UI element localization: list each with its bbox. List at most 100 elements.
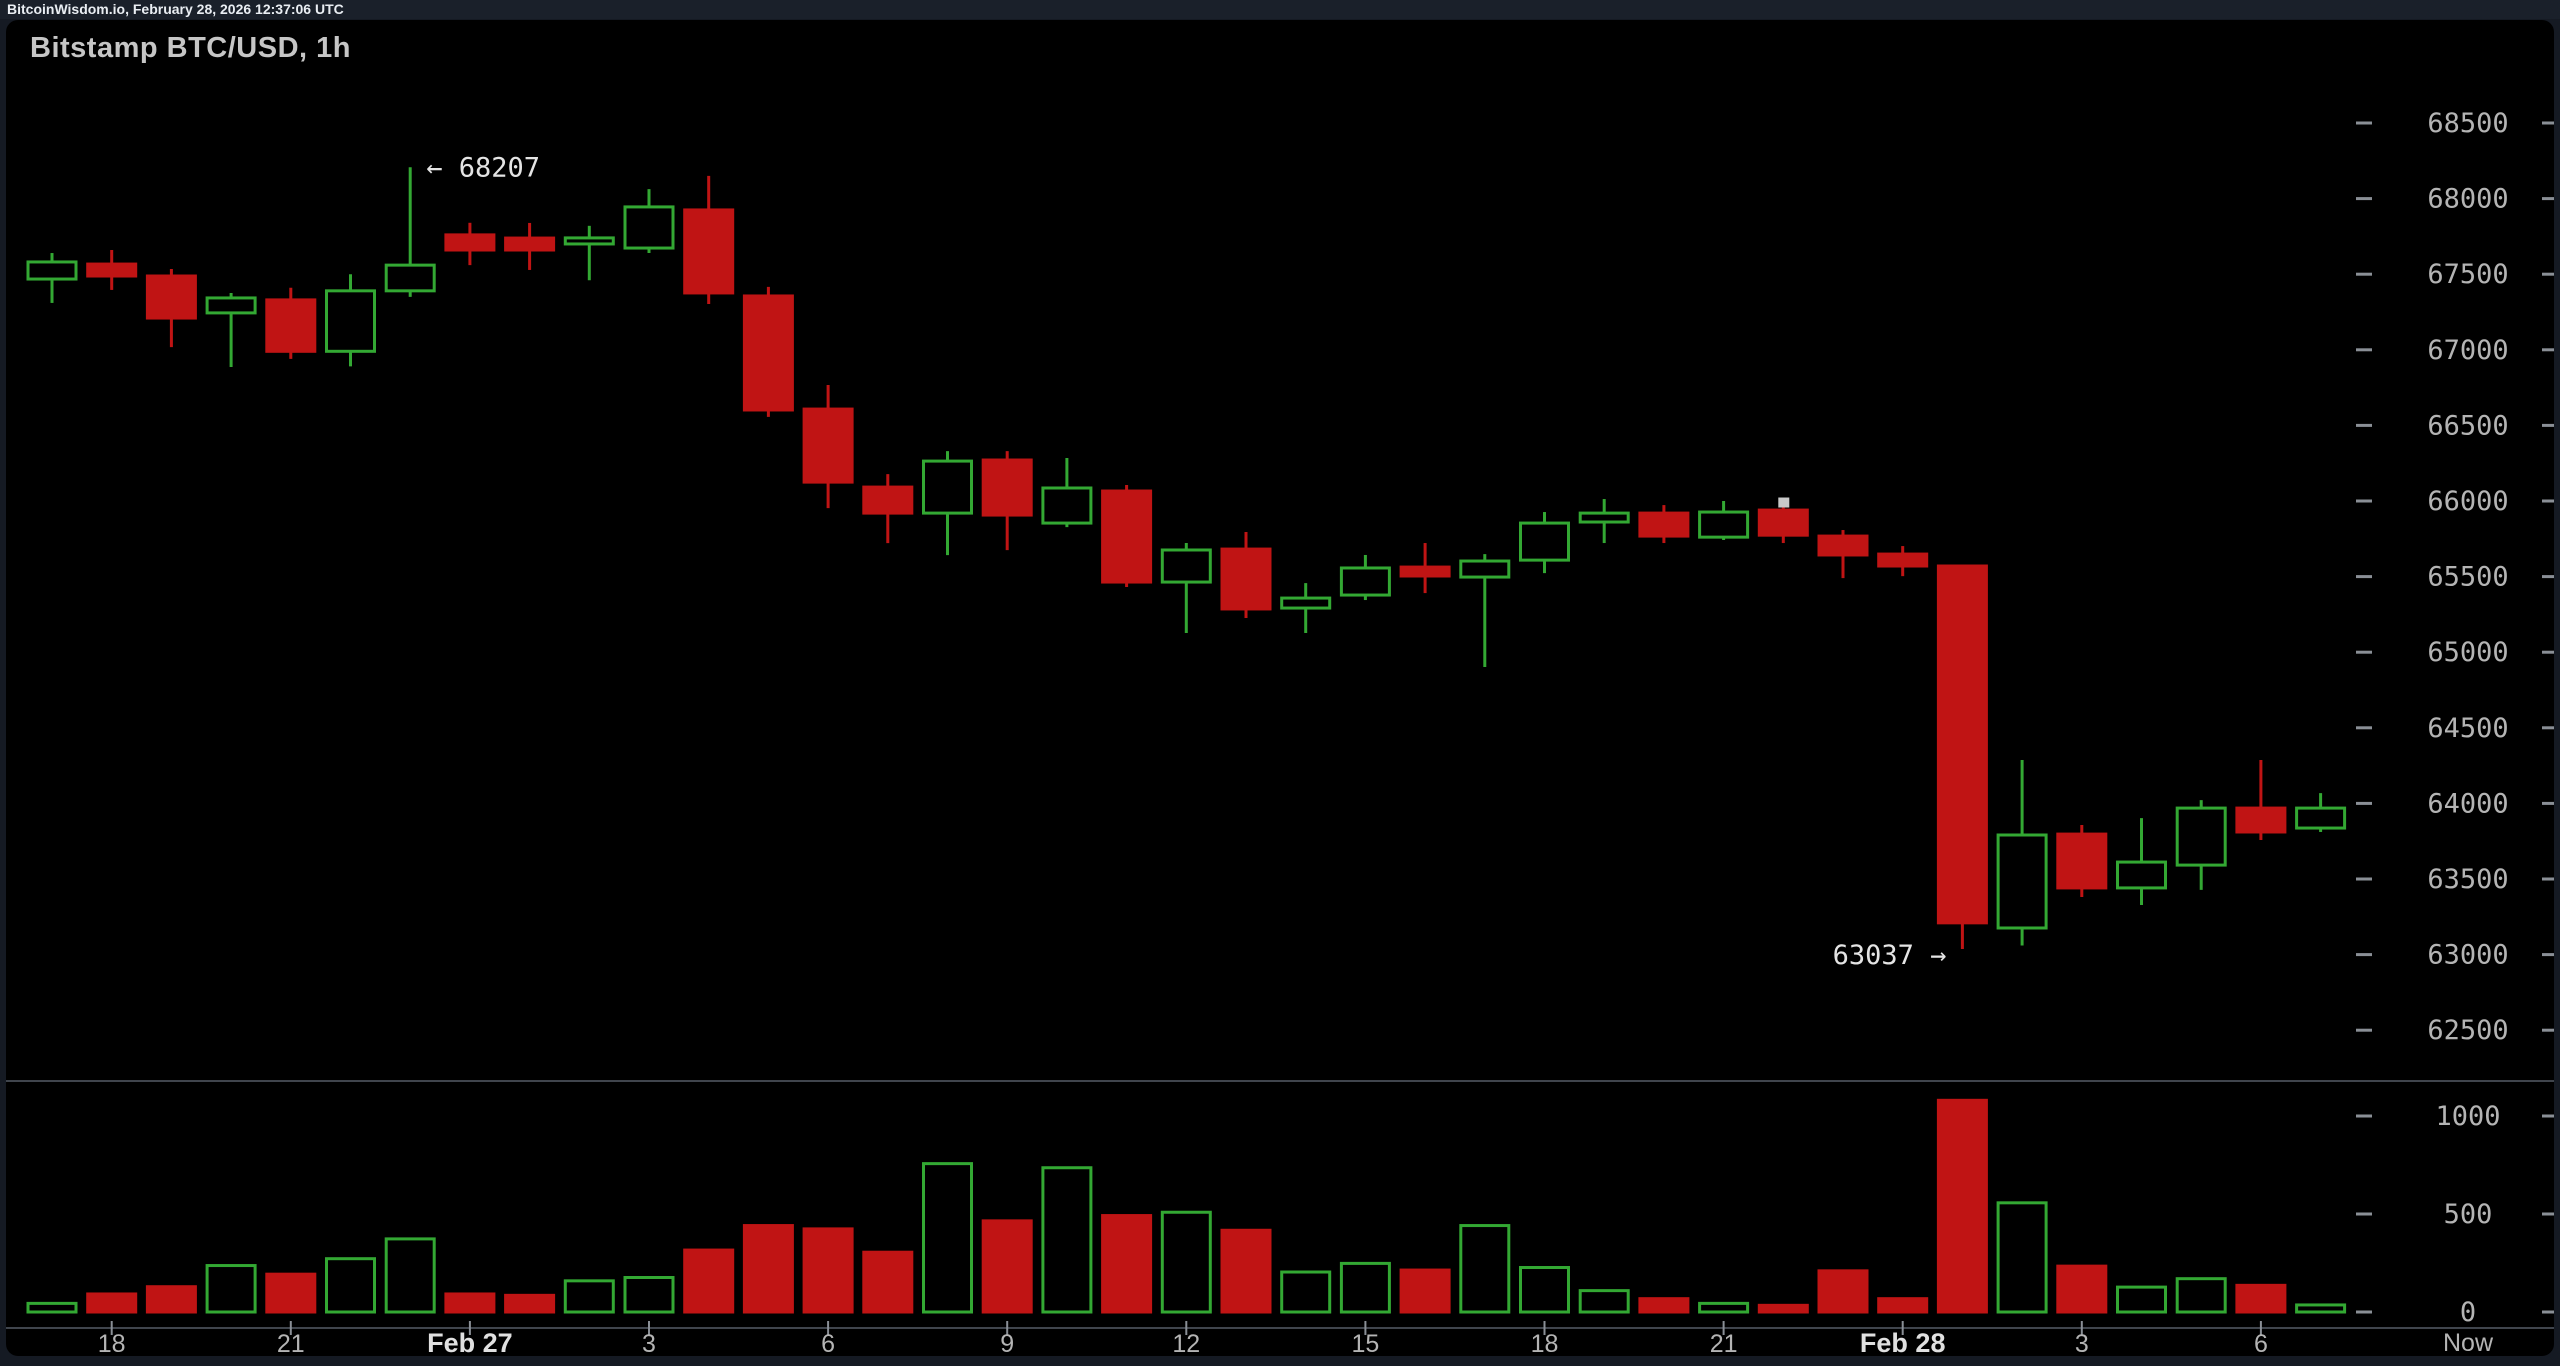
candle-body[interactable]: [86, 262, 138, 278]
volume-tick-label: 0: [2460, 1297, 2476, 1328]
candle-body[interactable]: [444, 233, 496, 252]
volume-bar[interactable]: [2295, 1303, 2347, 1314]
price-tick-label: 64500: [2427, 713, 2508, 744]
candle-body[interactable]: [563, 236, 615, 246]
volume-bar[interactable]: [563, 1279, 615, 1314]
volume-bar[interactable]: [2175, 1277, 2227, 1314]
candle-body[interactable]: [1339, 566, 1391, 597]
candle-body[interactable]: [1041, 486, 1093, 525]
volume-bar[interactable]: [862, 1250, 914, 1314]
candle-body[interactable]: [1399, 565, 1451, 578]
candle-body[interactable]: [1757, 508, 1809, 537]
x-axis-label: 15: [1351, 1330, 1379, 1356]
candle-body[interactable]: [1280, 596, 1332, 610]
status-bar-text: BitcoinWisdom.io, February 28, 2026 12:3…: [7, 1, 344, 17]
volume-bar[interactable]: [1936, 1098, 1988, 1314]
candle-body[interactable]: [2295, 806, 2347, 830]
volume-bar[interactable]: [444, 1292, 496, 1314]
volume-bar[interactable]: [1339, 1261, 1391, 1314]
candle-body[interactable]: [1877, 552, 1929, 568]
volume-bar[interactable]: [2116, 1285, 2167, 1314]
volume-bar[interactable]: [742, 1224, 794, 1314]
candle-body[interactable]: [1160, 548, 1212, 584]
volume-bar[interactable]: [504, 1293, 556, 1314]
volume-bar[interactable]: [1280, 1270, 1332, 1314]
candle-body[interactable]: [981, 458, 1033, 517]
volume-bar[interactable]: [1399, 1268, 1451, 1314]
candle-body[interactable]: [1519, 521, 1570, 562]
candle-body[interactable]: [325, 289, 376, 353]
price-tick-label: 67500: [2427, 259, 2508, 290]
high-annotation: ← 68207: [426, 152, 540, 183]
candle-body[interactable]: [2116, 860, 2167, 890]
volume-bar[interactable]: [683, 1248, 735, 1314]
price-tick-label: 68000: [2427, 184, 2508, 215]
volume-bar[interactable]: [623, 1276, 675, 1314]
volume-bar[interactable]: [981, 1219, 1033, 1314]
candle-body[interactable]: [922, 459, 973, 515]
x-axis-label: 18: [1531, 1330, 1559, 1356]
x-axis-label: 21: [277, 1330, 305, 1356]
candle-body[interactable]: [145, 274, 197, 320]
volume-bar[interactable]: [1698, 1301, 1750, 1314]
volume-bar[interactable]: [145, 1285, 197, 1314]
candle-body[interactable]: [1698, 510, 1750, 539]
price-tick-label: 64000: [2427, 788, 2508, 819]
candle-body[interactable]: [26, 260, 78, 281]
candle-body[interactable]: [683, 208, 735, 295]
volume-bar[interactable]: [1220, 1228, 1272, 1314]
volume-bar[interactable]: [1578, 1289, 1630, 1314]
candle-body[interactable]: [384, 263, 436, 293]
candle-body[interactable]: [1996, 833, 2048, 930]
candle-body[interactable]: [1817, 534, 1869, 557]
price-tick-label: 63500: [2427, 864, 2508, 895]
candle-body[interactable]: [802, 407, 854, 484]
volume-bar[interactable]: [86, 1292, 138, 1314]
candle-body[interactable]: [2056, 832, 2108, 890]
candle-body[interactable]: [1936, 564, 1988, 925]
volume-bar[interactable]: [1041, 1166, 1093, 1314]
candle-body[interactable]: [205, 296, 257, 315]
volume-bar[interactable]: [922, 1162, 973, 1314]
candle-body[interactable]: [742, 294, 794, 412]
x-axis-label: 18: [98, 1330, 126, 1356]
candle-body[interactable]: [862, 485, 914, 515]
candle-body[interactable]: [1220, 547, 1272, 611]
price-tick-label: 67000: [2427, 335, 2508, 366]
volume-bar[interactable]: [265, 1272, 317, 1314]
volume-bar[interactable]: [2056, 1264, 2108, 1314]
candle-body[interactable]: [1578, 511, 1630, 524]
order-marker[interactable]: [1778, 497, 1790, 508]
chart-panel[interactable]: Bitstamp BTC/USD, 1h 68500 68000 67500 6700…: [6, 20, 2556, 1358]
candle-body[interactable]: [1101, 489, 1153, 584]
candle-body[interactable]: [1459, 559, 1511, 579]
candle-body[interactable]: [1638, 511, 1690, 538]
volume-bar[interactable]: [1459, 1224, 1511, 1314]
candle-body[interactable]: [2235, 806, 2287, 834]
volume-bar[interactable]: [1519, 1266, 1570, 1314]
volume-bar[interactable]: [384, 1237, 436, 1314]
volume-bar[interactable]: [1757, 1303, 1809, 1314]
volume-bar[interactable]: [1160, 1210, 1212, 1314]
candle-body[interactable]: [623, 205, 675, 250]
candle-body[interactable]: [265, 298, 317, 353]
volume-bar[interactable]: [26, 1301, 78, 1314]
volume-bar[interactable]: [2235, 1283, 2287, 1314]
volume-bar[interactable]: [1817, 1269, 1869, 1314]
candlestick-chart[interactable]: 6850068000675006700066500660006550065000…: [6, 20, 2556, 1358]
x-axis-label: Feb 27: [427, 1328, 513, 1356]
volume-bar[interactable]: [1877, 1297, 1929, 1314]
volume-bar[interactable]: [1101, 1214, 1153, 1314]
price-tick-label: 62500: [2427, 1015, 2508, 1046]
candle-body[interactable]: [504, 236, 556, 252]
volume-bar[interactable]: [1996, 1201, 2048, 1314]
candle-body[interactable]: [2175, 806, 2227, 867]
volume-bar[interactable]: [802, 1227, 854, 1314]
volume-bar[interactable]: [325, 1257, 376, 1314]
x-axis-label: 6: [2254, 1330, 2268, 1356]
volume-bar[interactable]: [205, 1264, 257, 1314]
x-axis-label: 9: [1000, 1330, 1014, 1356]
x-axis-label: Feb 28: [1860, 1328, 1946, 1356]
volume-bar[interactable]: [1638, 1297, 1690, 1314]
